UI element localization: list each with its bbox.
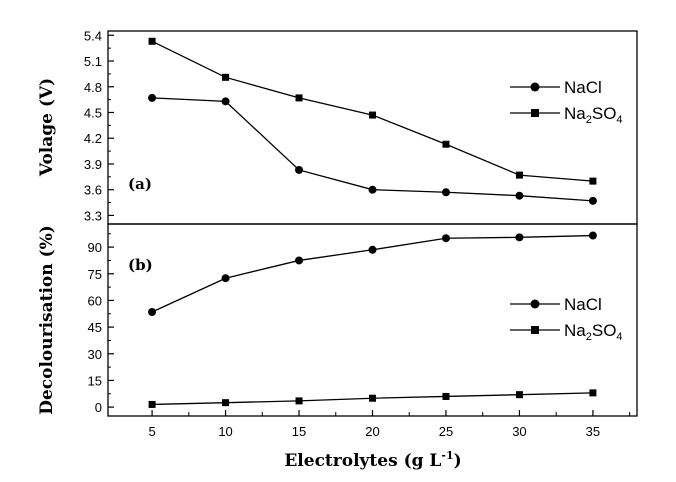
x-tick-label: 30 <box>512 424 526 439</box>
data-point-nacl <box>221 97 230 106</box>
x-axis-title-superscript: -1 <box>441 449 453 462</box>
legend-label-part: Na <box>564 104 586 123</box>
tick-marks <box>108 34 631 416</box>
data-point-nacl <box>515 191 524 200</box>
bottom-y-axis-title: Decolourisation (%) <box>37 225 57 415</box>
series-line-na2so4-a <box>151 40 593 182</box>
data-point-na2so4 <box>515 171 523 179</box>
data-point-nacl <box>295 165 304 174</box>
y-tick-label: 4.8 <box>84 80 102 95</box>
data-point-nacl <box>441 188 450 197</box>
legend-label: Na2SO4 <box>564 104 623 126</box>
x-tick-label: 15 <box>292 424 306 439</box>
data-point-na2so4 <box>148 37 156 45</box>
legend-label-part: SO <box>592 104 617 123</box>
legend-label-part: SO <box>592 321 617 340</box>
x-tick-label: 5 <box>148 424 155 439</box>
panel-label-a: (a) <box>128 175 152 193</box>
y-tick-label: 90 <box>88 240 102 255</box>
data-series <box>148 37 597 408</box>
y-tick-label: 3.9 <box>84 157 102 172</box>
data-point-na2so4 <box>515 391 523 399</box>
legend-label-part: 2 <box>586 114 592 126</box>
legend-label-part: 4 <box>616 331 622 343</box>
data-point-na2so4 <box>222 73 230 81</box>
data-point-na2so4 <box>442 140 450 148</box>
data-point-nacl <box>588 231 597 240</box>
y-tick-label: 30 <box>88 347 102 362</box>
legend-label: NaCl <box>564 78 602 97</box>
y-tick-label: 3.3 <box>84 208 102 223</box>
data-point-nacl <box>221 274 230 283</box>
y-tick-label: 5.1 <box>84 54 102 69</box>
legend-label-part: Na <box>564 321 586 340</box>
data-point-na2so4 <box>442 392 450 400</box>
data-point-nacl <box>441 234 450 243</box>
x-tick-label: 35 <box>586 424 600 439</box>
data-point-nacl <box>368 185 377 194</box>
x-axis-title-main: Electrolytes (g L <box>284 451 441 471</box>
y-tick-label: 4.5 <box>84 105 102 120</box>
data-point-na2so4 <box>369 111 376 119</box>
x-axis-title-close: ) <box>454 451 462 471</box>
data-point-na2so4 <box>589 389 597 397</box>
data-point-nacl <box>368 245 377 254</box>
data-point-nacl <box>148 308 157 316</box>
data-point-nacl <box>588 196 597 205</box>
legend-label-part: 2 <box>586 331 592 343</box>
legend-label: Na2SO4 <box>564 321 623 343</box>
data-point-nacl <box>148 93 157 102</box>
top-y-axis-title: Volage (V) <box>37 78 57 177</box>
data-point-na2so4 <box>589 177 597 185</box>
top-panel-frame <box>107 30 638 225</box>
data-point-na2so4 <box>222 399 230 407</box>
legend-marker-square <box>531 109 539 117</box>
data-point-na2so4 <box>369 394 376 402</box>
y-tick-label: 75 <box>88 267 102 282</box>
y-tick-label: 3.6 <box>84 183 102 198</box>
data-point-nacl <box>515 233 524 242</box>
x-axis-title: Electrolytes (g L-1) <box>284 449 461 471</box>
x-tick-label: 10 <box>218 424 232 439</box>
data-point-na2so4 <box>295 94 303 102</box>
y-tick-label: 0 <box>95 400 102 415</box>
y-tick-label: 15 <box>88 373 102 388</box>
data-point-nacl <box>295 256 304 265</box>
legend-marker-circle <box>530 82 540 92</box>
legend-marker-circle <box>530 299 540 309</box>
panel-label-b: (b) <box>128 256 153 274</box>
legend-marker-square <box>531 326 539 334</box>
data-point-na2so4 <box>148 400 156 408</box>
y-tick-label: 5.4 <box>84 28 102 43</box>
x-tick-label: 25 <box>439 424 453 439</box>
legend-label: NaCl <box>564 295 602 314</box>
tick-labels: 5 10 15 20 25 30 35 3.3 3.6 3.9 4.2 4.5 4.8 5.1 5.4 0 15… <box>84 28 600 439</box>
y-tick-label: 45 <box>88 320 102 335</box>
data-point-na2so4 <box>295 397 303 405</box>
x-tick-label: 20 <box>365 424 379 439</box>
legend-label-part: 4 <box>616 114 622 126</box>
y-tick-label: 60 <box>88 293 102 308</box>
y-tick-label: 4.2 <box>84 131 102 146</box>
